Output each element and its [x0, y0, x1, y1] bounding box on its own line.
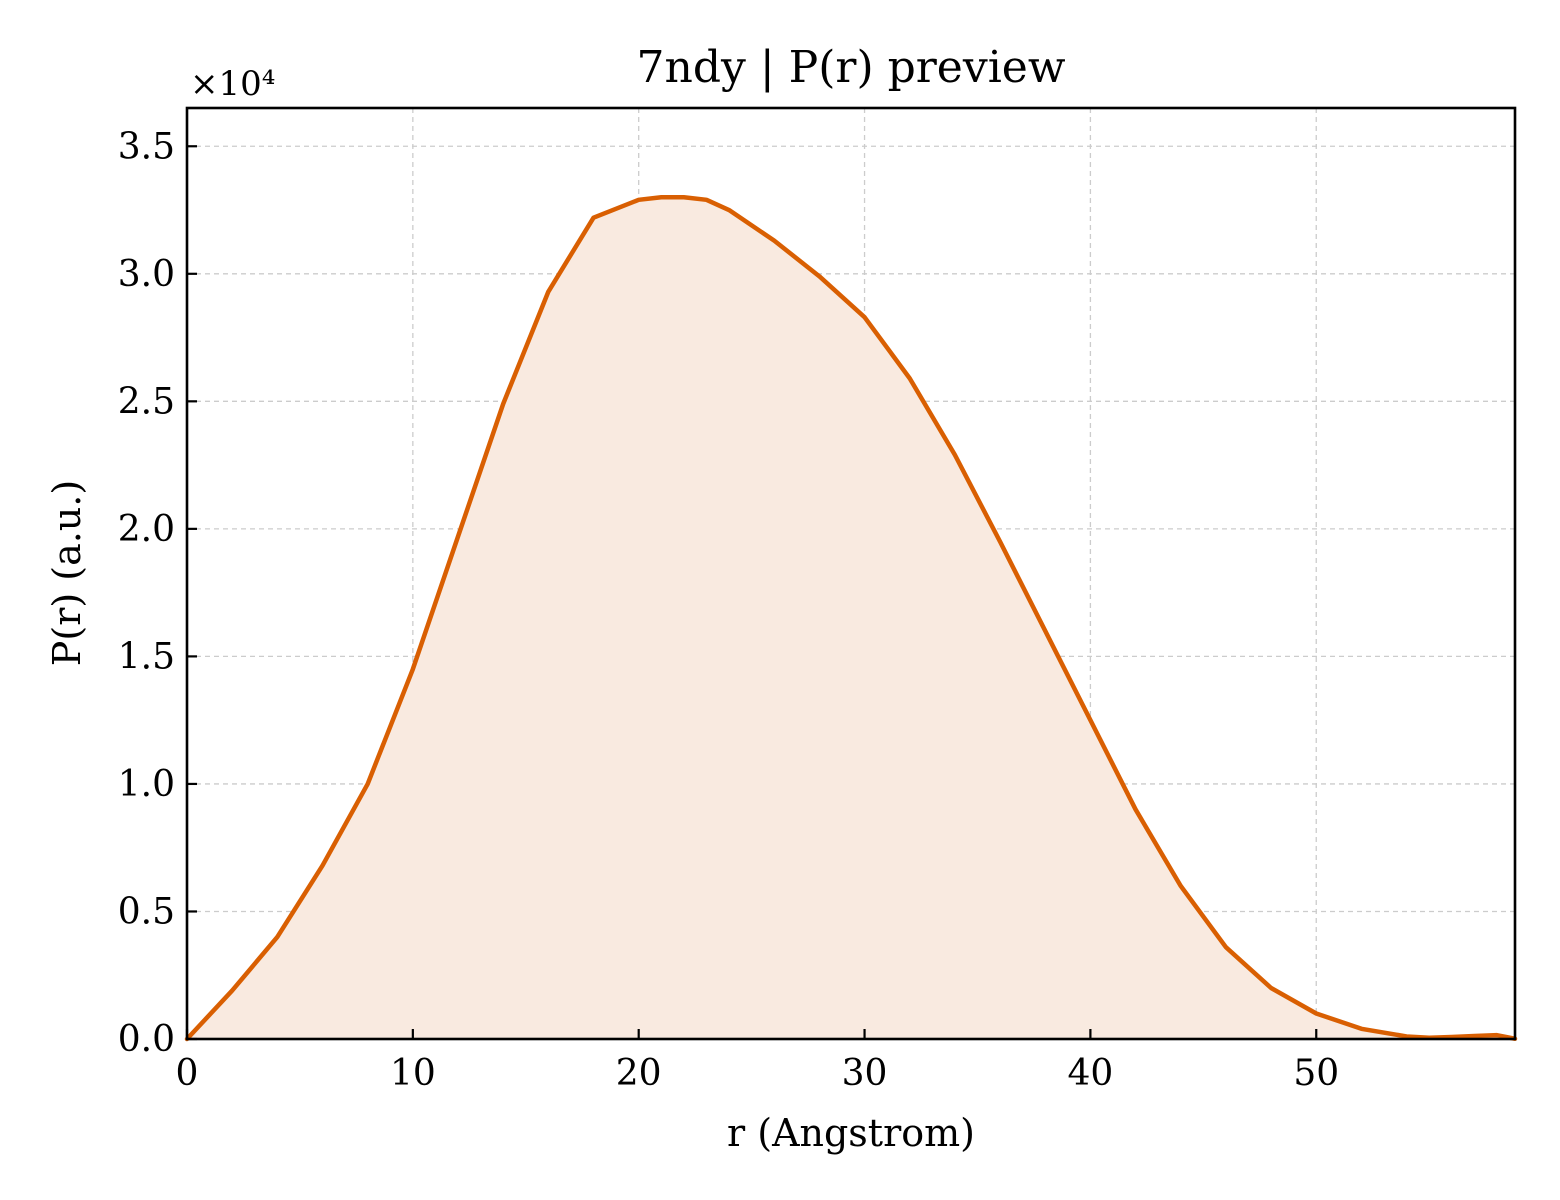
plot-area — [184, 195, 1518, 1042]
y-axis: 0.0 0.5 1.0 1.5 2.0 2.5 3.0 3.5 — [118, 126, 197, 1060]
x-axis: 0 10 20 30 40 50 — [176, 1029, 1339, 1094]
plot-frame — [185, 106, 1517, 1041]
y-tick-label: 1.0 — [118, 764, 175, 805]
y-tick-label: 2.5 — [118, 381, 175, 422]
x-tick-label: 50 — [1293, 1053, 1339, 1094]
y-tick-label: 3.5 — [118, 126, 175, 167]
pr-curve — [184, 195, 1518, 1042]
y-tick-label: 3.0 — [118, 254, 175, 295]
y-axis-label: P(r) (a.u.) — [45, 480, 89, 666]
chart-title: 7ndy | P(r) preview — [637, 42, 1066, 93]
y-tick-label: 0.5 — [118, 891, 175, 932]
y-tick-label: 2.0 — [118, 509, 175, 550]
x-tick-label: 10 — [390, 1053, 436, 1094]
x-tick-label: 0 — [176, 1053, 199, 1094]
y-axis-offset-label: ×10⁴ — [190, 64, 275, 104]
x-tick-label: 20 — [616, 1053, 662, 1094]
y-tick-label: 0.0 — [118, 1019, 175, 1060]
y-tick-label: 1.5 — [118, 636, 175, 677]
pr-area-fill — [187, 197, 1515, 1039]
x-axis-label: r (Angstrom) — [727, 1111, 975, 1155]
x-tick-label: 30 — [842, 1053, 888, 1094]
x-tick-label: 40 — [1067, 1053, 1113, 1094]
